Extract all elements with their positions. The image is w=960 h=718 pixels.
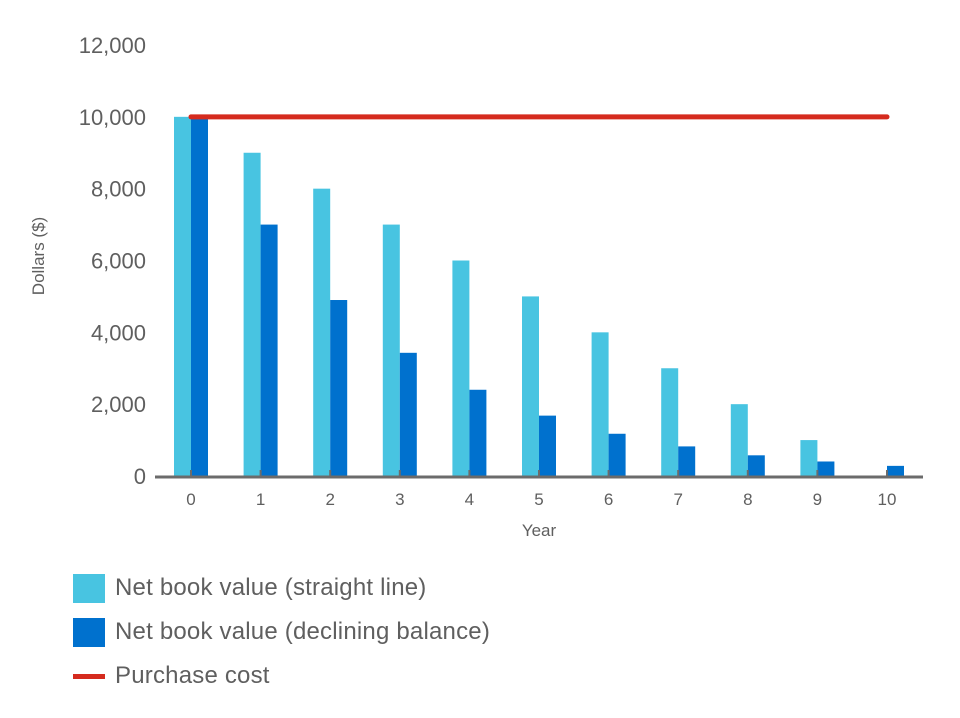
legend-swatch-straight-line — [73, 573, 105, 603]
bar-declining-balance — [608, 433, 626, 476]
y-tick-label: 6,000 — [91, 249, 146, 274]
bar-declining-balance — [678, 446, 696, 476]
x-tick-label: 1 — [256, 490, 265, 509]
bar-declining-balance — [747, 455, 765, 476]
bar-declining-balance — [817, 461, 835, 476]
x-tick-label: 0 — [186, 490, 195, 509]
legend-label: Purchase cost — [115, 662, 270, 689]
bars — [174, 116, 904, 476]
y-tick-label: 8,000 — [91, 177, 146, 202]
bar-straight-line — [452, 260, 470, 476]
bar-straight-line — [522, 296, 539, 476]
x-tick-label: 2 — [325, 490, 334, 509]
bar-straight-line — [661, 368, 679, 476]
bar-declining-balance — [539, 415, 556, 476]
y-tick-label: 0 — [134, 464, 146, 489]
x-tick-label: 10 — [878, 490, 897, 509]
legend-label: Net book value (straight line) — [115, 574, 427, 601]
x-tick-label: 4 — [465, 490, 474, 509]
legend-item-purchase-cost: Purchase cost — [73, 654, 490, 698]
x-tick-label: 7 — [673, 490, 682, 509]
y-axis-label: Dollars ($) — [29, 217, 48, 295]
bar-declining-balance — [191, 116, 208, 476]
legend: Net book value (straight line) Net book … — [73, 566, 490, 698]
y-tick-label: 10,000 — [79, 105, 146, 130]
bar-straight-line — [591, 332, 609, 476]
legend-item-straight-line: Net book value (straight line) — [73, 566, 490, 610]
x-axis-ticks: 0 1 2 3 4 5 6 7 8 9 10 — [186, 470, 896, 509]
bar-straight-line — [730, 404, 748, 476]
bar-straight-line — [800, 440, 818, 476]
y-tick-label: 4,000 — [91, 320, 146, 345]
x-tick-label: 6 — [604, 490, 613, 509]
legend-swatch-declining-balance — [73, 617, 105, 647]
x-axis-label: Year — [522, 521, 557, 540]
x-tick-label: 9 — [813, 490, 822, 509]
bar-declining-balance — [260, 224, 278, 476]
bar-straight-line — [313, 188, 331, 476]
bar-declining-balance — [399, 352, 417, 476]
x-tick-label: 8 — [743, 490, 752, 509]
x-tick-label: 3 — [395, 490, 404, 509]
bar-straight-line — [382, 224, 400, 476]
x-tick-label: 5 — [534, 490, 543, 509]
bar-declining-balance — [469, 389, 487, 476]
bar-declining-balance — [330, 300, 348, 476]
bar-straight-line — [174, 116, 191, 476]
y-tick-label: 12,000 — [79, 33, 146, 58]
bar-declining-balance — [887, 465, 904, 476]
legend-item-declining-balance: Net book value (declining balance) — [73, 610, 490, 654]
bar-straight-line — [243, 152, 261, 476]
legend-line-purchase-cost — [73, 673, 105, 679]
legend-label: Net book value (declining balance) — [115, 618, 491, 645]
y-axis-ticks: 0 2,000 4,000 6,000 8,000 10,000 12,000 — [79, 33, 146, 489]
y-tick-label: 2,000 — [91, 392, 146, 417]
chart: 0 2,000 4,000 6,000 8,000 10,000 12,000 Dollar… — [29, 33, 923, 540]
